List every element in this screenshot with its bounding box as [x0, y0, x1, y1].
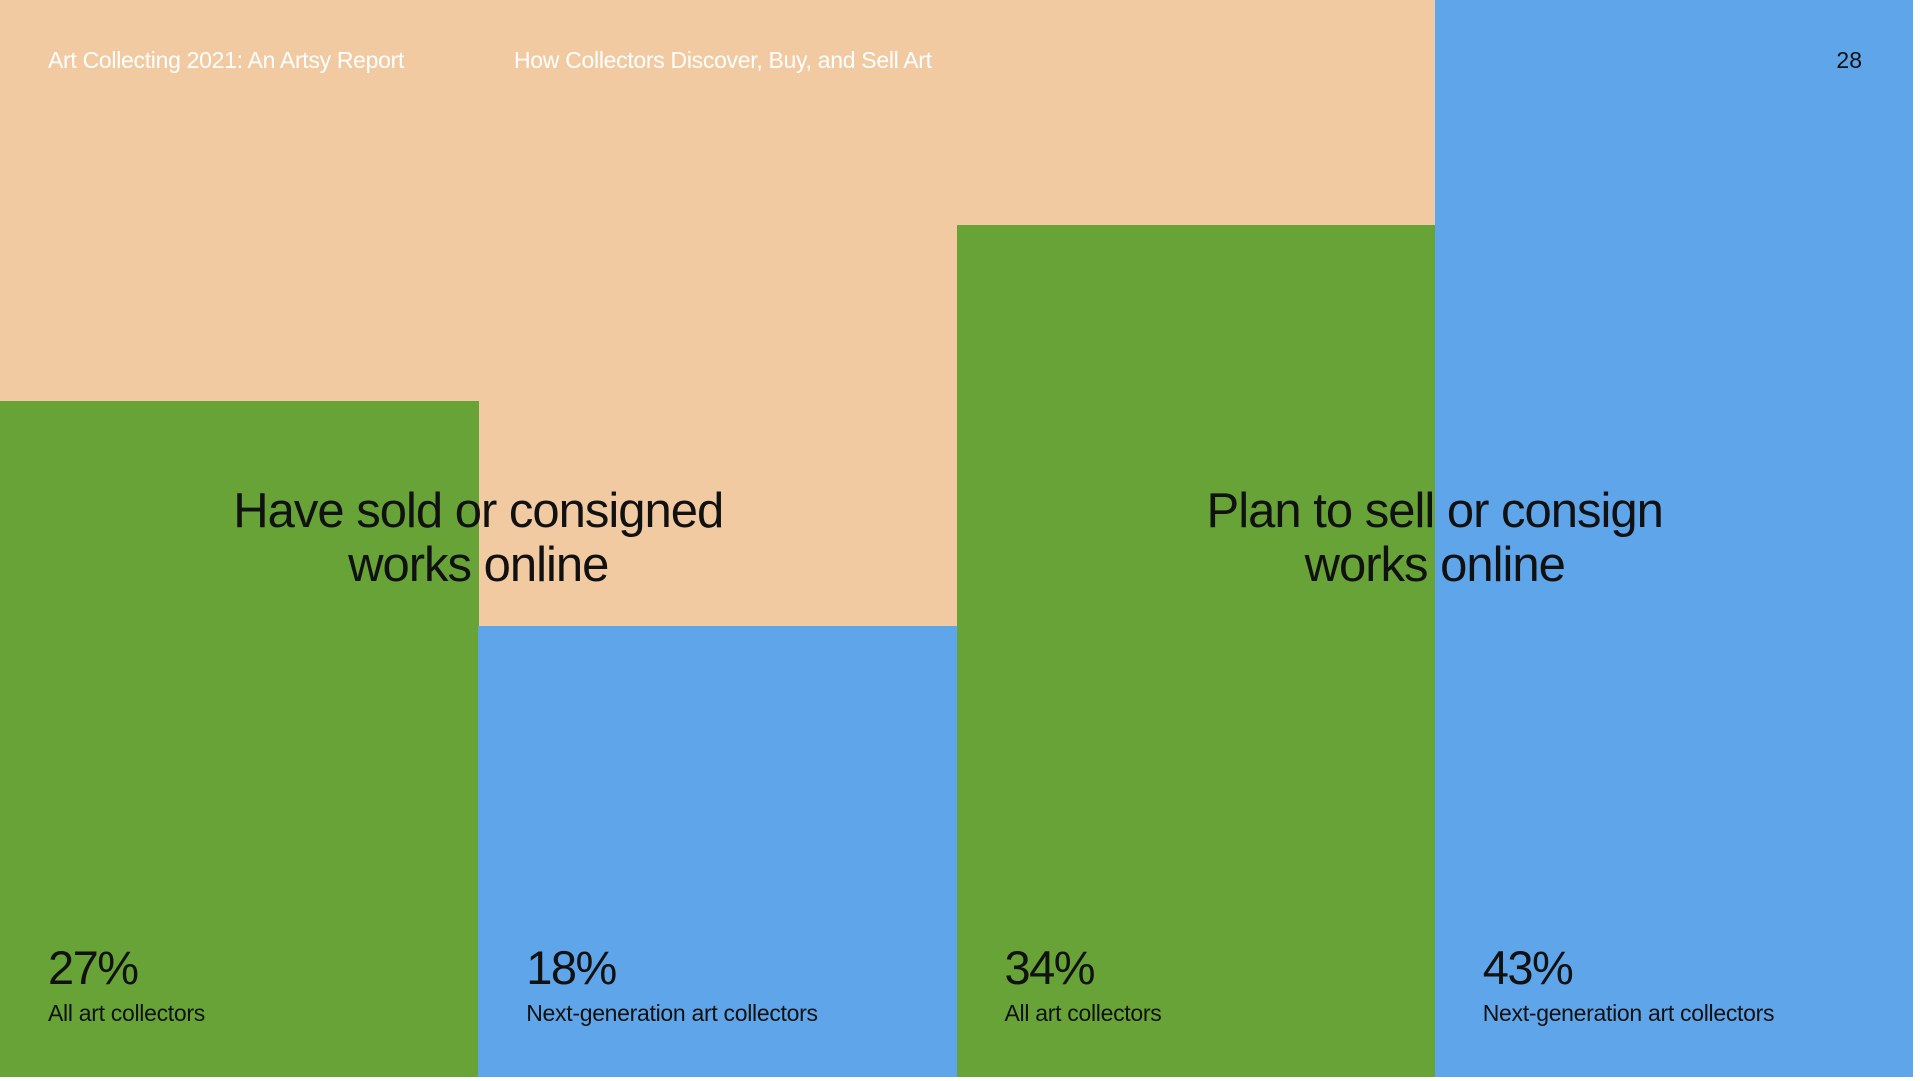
bar — [956, 225, 1436, 1077]
report-title: Art Collecting 2021: An Artsy Report — [48, 47, 405, 73]
section-title: How Collectors Discover, Buy, and Sell A… — [514, 47, 932, 73]
value-label: 34% — [1004, 941, 1096, 994]
value-label: 18% — [526, 941, 617, 994]
bar — [1434, 0, 1913, 1077]
series-label: All art collectors — [1004, 1000, 1162, 1026]
series-label: Next-generation art collectors — [1482, 1000, 1775, 1026]
category-title: Have sold or consigned works online — [233, 484, 724, 592]
series-label: Next-generation art collectors — [526, 1000, 818, 1026]
bar — [0, 400, 479, 1077]
value-label: 43% — [1482, 941, 1574, 994]
bar — [478, 626, 958, 1077]
category-title: Plan to sell or consign works online — [1206, 484, 1664, 592]
series-label: All art collectors — [48, 1000, 205, 1026]
page-number: 28 — [1836, 47, 1862, 73]
value-label: 27% — [48, 941, 139, 994]
